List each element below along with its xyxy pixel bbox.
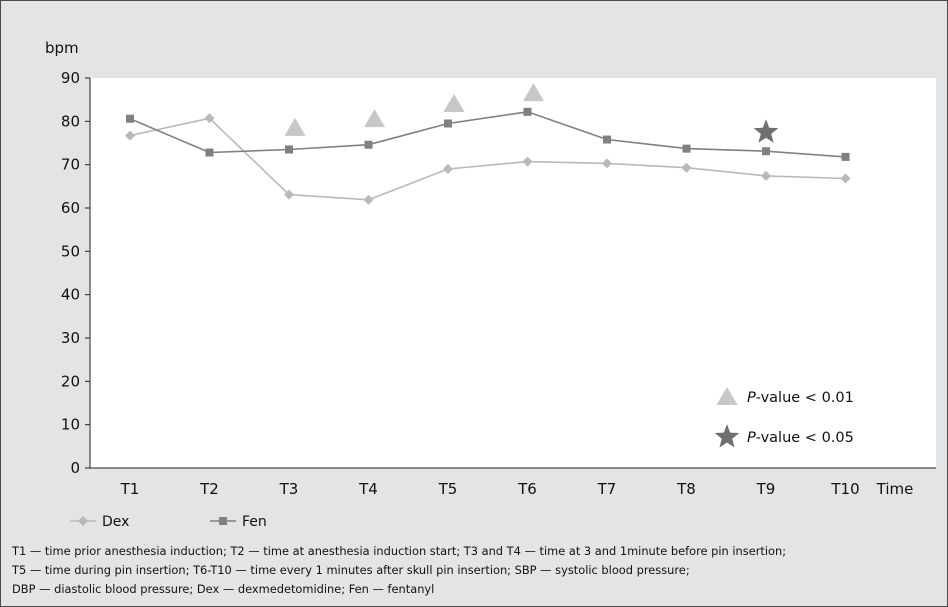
figure-footnote: T1 — time prior anesthesia induction; T2…	[12, 542, 942, 599]
y-tick-label: 90	[61, 69, 80, 87]
y-tick-label: 50	[61, 242, 80, 260]
series-lines	[129, 110, 846, 201]
data-point-dex	[522, 156, 533, 167]
x-tick-label: T7	[597, 480, 617, 498]
line-chart: 0 10 20 30 40 50 60 70 80 90 bpm T1 T2 T3 T4 T5 T6 T7 T8 T9…	[45, 39, 936, 530]
significance-markers	[284, 83, 779, 143]
x-axis-label: Time	[876, 480, 914, 498]
legend-star-icon	[714, 424, 740, 448]
data-point-fen	[841, 152, 850, 161]
y-tick-label: 20	[61, 372, 80, 390]
data-point-fen	[523, 107, 532, 116]
y-tick-label: 40	[61, 286, 80, 304]
x-tick-label: T3	[279, 480, 299, 498]
data-point-dex	[681, 162, 692, 173]
significance-star-marker	[753, 119, 779, 143]
significance-triangle-marker	[443, 94, 465, 112]
significance-triangle-marker	[364, 109, 385, 128]
data-point-dex	[363, 194, 374, 205]
y-tick-label: 10	[61, 416, 80, 434]
y-axis-label: bpm	[45, 39, 79, 57]
data-point-dex	[840, 173, 851, 184]
data-point-fen	[285, 145, 293, 154]
y-tick-label: 80	[61, 112, 80, 130]
significance-legend-label: P-value < 0.01	[747, 390, 854, 406]
data-point-dex	[284, 189, 294, 200]
legend-triangle-icon	[716, 387, 738, 405]
footnote-line: T1 — time prior anesthesia induction; T2…	[12, 544, 787, 558]
data-point-fen	[762, 147, 770, 156]
data-point-dex	[204, 113, 215, 124]
data-point-fen	[126, 114, 134, 123]
significance-triangle-marker	[523, 83, 544, 102]
data-point-fen	[444, 119, 452, 128]
series-legend: Dex Fen	[70, 514, 267, 530]
legend-marker-fen	[219, 517, 227, 525]
data-point-dex	[761, 170, 771, 181]
plot-area	[90, 78, 936, 468]
data-point-fen	[682, 144, 691, 153]
series-line-fen	[129, 110, 846, 158]
y-tick-label: 60	[61, 199, 80, 217]
y-tick-label: 30	[61, 329, 80, 347]
data-point-dex	[443, 164, 453, 174]
significance-legend: P-value < 0.01 P-value < 0.05	[714, 387, 854, 448]
series-line-dex	[129, 117, 846, 201]
x-tick-label: T4	[358, 480, 378, 498]
x-tick-label: T1	[120, 480, 140, 498]
data-point-dex	[125, 130, 135, 141]
axes: 0 10 20 30 40 50 60 70 80 90 bpm T1 T2 T3 T4 T5 T6 T7 T8 T9…	[45, 39, 936, 498]
footnote-line: T5 — time during pin insertion; T6-T10 —…	[12, 563, 690, 577]
y-tick-label: 70	[61, 156, 80, 174]
x-tick-label: T2	[199, 480, 219, 498]
x-tick-label: T9	[756, 480, 776, 498]
series-markers	[125, 107, 851, 205]
legend-marker-dex	[78, 516, 88, 526]
x-tick-label: T10	[830, 480, 859, 498]
significance-triangle-marker	[284, 117, 306, 136]
data-point-dex	[602, 158, 612, 169]
data-point-fen	[205, 148, 214, 157]
data-point-fen	[603, 135, 611, 144]
legend-label-fen: Fen	[242, 514, 267, 530]
x-tick-label: T5	[438, 480, 458, 498]
footnote-line: DBP — diastolic blood pressure; Dex — de…	[12, 582, 435, 596]
x-tick-label: T8	[676, 480, 696, 498]
significance-legend-label: P-value < 0.05	[747, 430, 854, 446]
x-tick-label: T6	[517, 480, 537, 498]
y-tick-label: 0	[70, 459, 80, 477]
legend-label-dex: Dex	[102, 514, 129, 530]
data-point-fen	[364, 140, 373, 149]
